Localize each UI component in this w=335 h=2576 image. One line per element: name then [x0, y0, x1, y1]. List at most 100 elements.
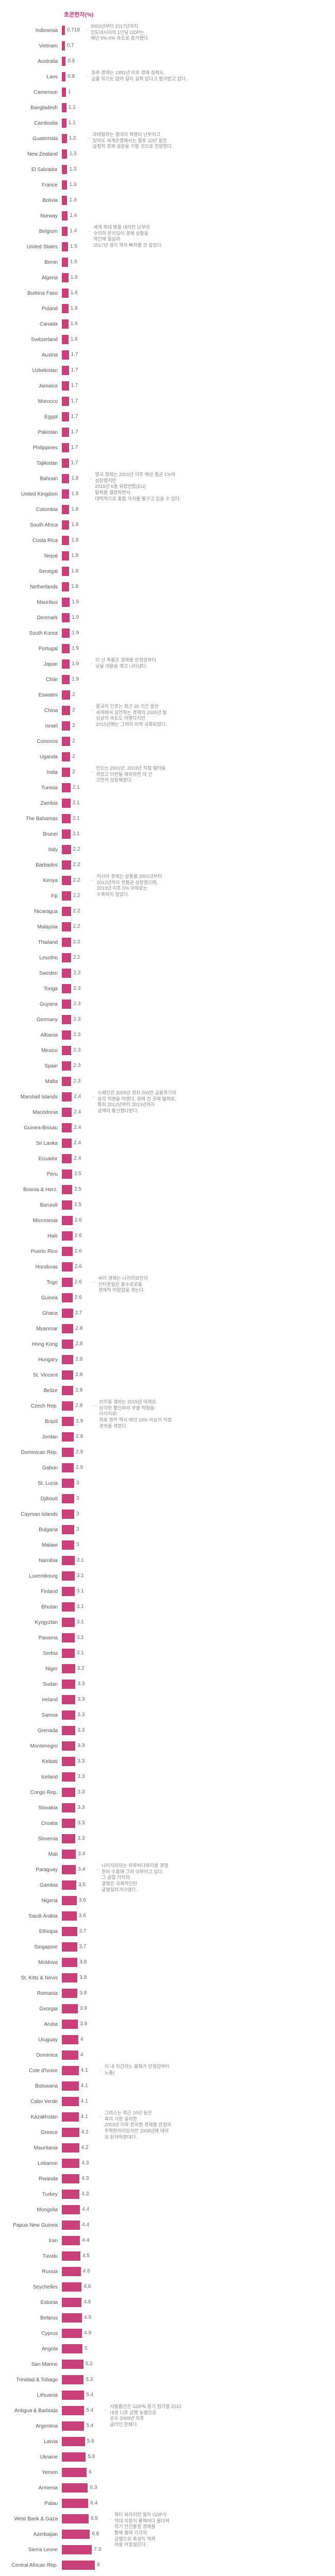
bar — [62, 1664, 75, 1673]
bar-row: Senegal1.8 — [5, 564, 330, 579]
bar-value: 2.4 — [72, 1139, 81, 1148]
bar-value: 2.5 — [72, 1170, 81, 1179]
country-label: Central African Rep. — [5, 2563, 62, 2568]
bar — [62, 1540, 74, 1550]
bar-row: Latvia5.6 — [5, 2434, 330, 2449]
bar — [62, 2112, 79, 2122]
bar-value: 1.7 — [69, 350, 78, 360]
country-label: Bhutan — [5, 1604, 62, 1610]
bar-value: 2.3 — [71, 969, 80, 978]
bar-value: 3.1 — [75, 1602, 84, 1612]
bar — [62, 489, 69, 499]
bar-row: Yemen6 — [5, 2465, 330, 2480]
bar-value: 1.7 — [69, 366, 78, 375]
bar-value: 1.4 — [68, 211, 77, 221]
bar-row: Czech Rep.2.8브라질 경차는 2015년 이래로 심각한 불인하리 … — [5, 1398, 330, 1414]
bar — [62, 72, 65, 81]
country-label: Belize — [5, 1388, 62, 1394]
bar — [62, 1216, 73, 1225]
country-label: Lesotho — [5, 955, 62, 961]
country-label: Hong Kong — [5, 1342, 62, 1347]
bar-value: 4.4 — [80, 2236, 89, 2245]
bar-row: Djibouti3 — [5, 1491, 330, 1506]
bar-value: 1.6 — [69, 273, 78, 282]
bar-row: Japan1.9이 산 축룡은 경제를 안정감부터 낮을 대용을 겪고 나타냈다… — [5, 656, 330, 672]
bar — [62, 1123, 72, 1132]
bar — [62, 2050, 78, 2060]
country-label: Trinidad & Tobago — [5, 2377, 62, 2383]
bar-row: Uruguay4 — [5, 2032, 330, 2047]
country-label: South Korea — [5, 631, 62, 636]
bar — [62, 675, 70, 684]
bar-value: 1 — [66, 88, 71, 97]
bar-value: 3.4 — [76, 1865, 85, 1874]
bar-row: Guyana2.3 — [5, 996, 330, 1012]
country-label: Indonesia — [5, 28, 62, 33]
country-label: Ecuador — [5, 1156, 62, 1162]
bar-row: Egypt1.7 — [5, 409, 330, 425]
bar-row: St. Vincent2.8 — [5, 1367, 330, 1383]
country-label: Austria — [5, 352, 62, 358]
bar-row: Romania3.8 — [5, 1986, 330, 2001]
country-label: Eswatini — [5, 692, 62, 698]
bar — [62, 2004, 78, 2013]
country-label: Bosnia & Herz. — [5, 1187, 62, 1193]
bar-value: 4.9 — [82, 2329, 91, 2338]
bar-row: Paraguay3.4나이지리아는 아루바다와리를 경쟁 천비 수흥에 그려 이… — [5, 1862, 330, 1877]
country-label: Cayman Islands — [5, 1512, 62, 1517]
country-label: Philippines — [5, 445, 62, 451]
country-label: Australia — [5, 59, 62, 64]
bar-value: 0.7 — [65, 41, 74, 50]
bar — [62, 644, 70, 653]
bar-value: 1.7 — [69, 459, 78, 468]
bar-row: Grenada3.3 — [5, 1723, 330, 1738]
bar-value: 3 — [74, 1510, 79, 1519]
country-label: Tuvalu — [5, 2253, 62, 2259]
bar-value: 1.6 — [69, 304, 78, 313]
bar — [62, 227, 68, 236]
country-label: Switzerland — [5, 337, 62, 343]
bar-value: 3.8 — [77, 1973, 87, 1982]
bar-row: Ghana2.7 — [5, 1306, 330, 1321]
bar — [62, 1324, 73, 1333]
bar-value: 1.6 — [69, 319, 78, 329]
country-label: Cyprus — [5, 2331, 62, 2336]
bar-row: Sri Lanka2.4 — [5, 1136, 330, 1151]
bar-value: 3.8 — [77, 1958, 87, 1967]
bar-value: 4.4 — [80, 2221, 89, 2230]
bar — [62, 845, 71, 854]
bar-value: 1.8 — [69, 551, 78, 561]
country-label: Nepal — [5, 553, 62, 559]
bar-value: 2.6 — [73, 1262, 82, 1272]
bar — [62, 88, 66, 97]
bar-row: Cayman Islands 3 — [5, 1506, 330, 1522]
country-label: Togo — [5, 1280, 62, 1285]
bar-value: 2 — [70, 752, 75, 761]
bar — [62, 2360, 83, 2369]
country-label: San Marino — [5, 2362, 62, 2367]
bar-row: Ethiopia3.7 — [5, 1924, 330, 1939]
country-label: Tunisia — [5, 785, 62, 791]
country-label: Luxembourg — [5, 1573, 62, 1579]
bar-row: India2인도는 2001년, 2003년 직접 절터을 겪었고 이번될 제외… — [5, 765, 330, 780]
chart-header: 호콘한자(%) — [62, 10, 330, 19]
country-label: Fiji — [5, 893, 62, 899]
bar — [62, 1710, 75, 1720]
country-label: Grenada — [5, 1728, 62, 1734]
bar — [62, 211, 68, 221]
bar — [62, 335, 69, 344]
bar-row: Slovakia3.3 — [5, 1800, 330, 1816]
country-label: Morocco — [5, 399, 62, 404]
country-label: Japan — [5, 662, 62, 667]
bar-value: 1.7 — [69, 381, 78, 391]
bar — [62, 1510, 74, 1519]
bar — [62, 1772, 75, 1782]
bar-value: 3 — [74, 1494, 79, 1503]
country-label: Sudan — [5, 1682, 62, 1687]
bar-row: South Korea1.9 — [5, 625, 330, 641]
bar-value: 1.8 — [69, 474, 78, 483]
bar — [62, 2035, 78, 2044]
bar — [62, 459, 69, 468]
bar-row: Samoa3.3 — [5, 1707, 330, 1723]
bar-value: 1.9 — [70, 644, 79, 653]
